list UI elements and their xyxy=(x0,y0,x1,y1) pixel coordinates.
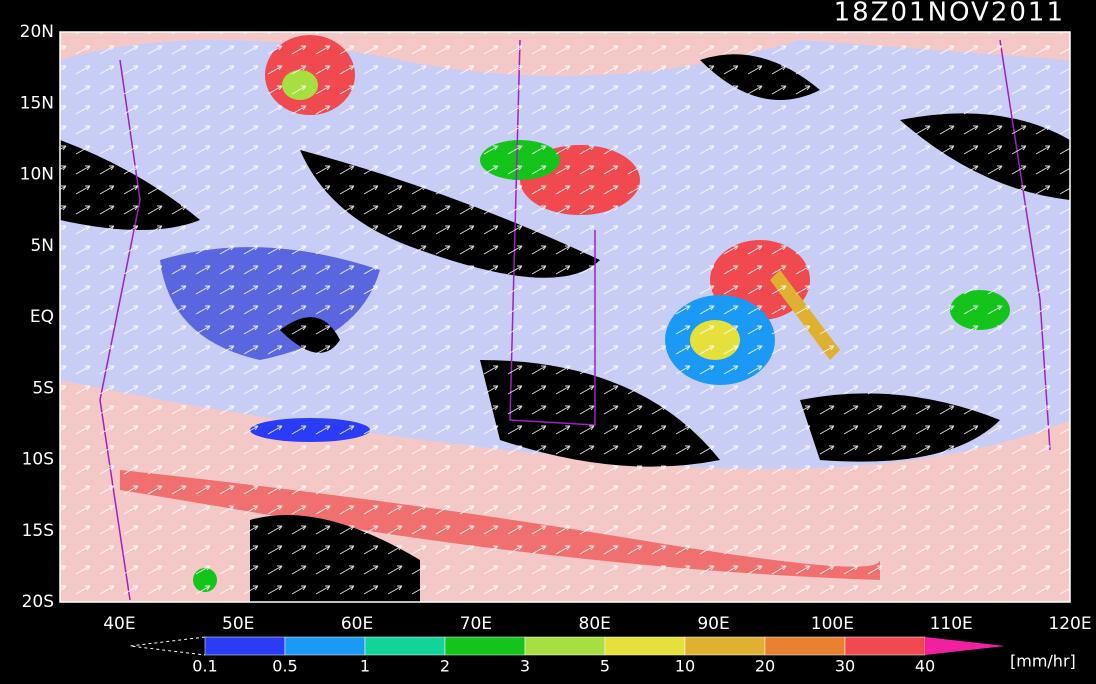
longitude-label: 80E xyxy=(579,614,611,634)
latitude-label: 15N xyxy=(20,93,54,113)
colorbar-segment xyxy=(844,636,926,656)
latitude-label: 10N xyxy=(20,165,54,185)
longitude-label: 50E xyxy=(222,614,254,634)
colorbar-tick-label: 2 xyxy=(440,657,450,676)
precipitation-field xyxy=(60,32,1070,602)
latitude-label: EQ xyxy=(30,307,54,327)
colorbar-tick-label: 1 xyxy=(360,657,370,676)
longitude-label: 40E xyxy=(103,614,135,634)
latitude-label: 20S xyxy=(22,592,54,612)
colorbar-tick-label: 0.5 xyxy=(272,657,297,676)
map-frame xyxy=(59,31,1071,603)
map-title: 18Z01NOV2011 xyxy=(834,0,1065,28)
colorbar-segment xyxy=(204,636,286,656)
colorbar-segment xyxy=(764,636,846,656)
colorbar-segment xyxy=(284,636,366,656)
colorbar-segment xyxy=(364,636,446,656)
latitude-label: 10S xyxy=(22,450,54,470)
latitude-label: 5S xyxy=(32,378,54,398)
latitude-label: 5N xyxy=(30,236,54,256)
longitude-labels: 40E 50E 60E 70E 80E 90E 100E 110E 120E xyxy=(103,614,1091,634)
latitude-label: 20N xyxy=(20,22,54,42)
colorbar-tick-label: 5 xyxy=(600,657,610,676)
longitude-label: 120E xyxy=(1048,614,1091,634)
colorbar-segment xyxy=(604,636,686,656)
colorbar: 0.1 0.5 1 2 3 5 10 20 30 40 xyxy=(129,636,1005,676)
latitude-label: 15S xyxy=(22,521,54,541)
latitude-labels: 20N 15N 10N 5N EQ 5S 10S 15S 20S xyxy=(20,22,54,612)
colorbar-under-arrow xyxy=(129,636,206,656)
longitude-label: 100E xyxy=(811,614,854,634)
longitude-label: 110E xyxy=(930,614,973,634)
colorbar-tick-label: 20 xyxy=(755,657,775,676)
colorbar-segment xyxy=(444,636,526,656)
colorbar-segment xyxy=(524,636,606,656)
colorbar-tick-label: 3 xyxy=(520,657,530,676)
colorbar-segment xyxy=(684,636,766,656)
longitude-label: 60E xyxy=(341,614,373,634)
colorbar-unit: [mm/hr] xyxy=(1010,652,1076,671)
longitude-label: 90E xyxy=(697,614,729,634)
colorbar-tick-label: 30 xyxy=(835,657,855,676)
colorbar-tick-label: 0.1 xyxy=(192,657,217,676)
longitude-label: 70E xyxy=(460,614,492,634)
colorbar-tick-label: 10 xyxy=(675,657,695,676)
colorbar-tick-label: 40 xyxy=(915,657,935,676)
colorbar-over-arrow xyxy=(925,637,1005,655)
